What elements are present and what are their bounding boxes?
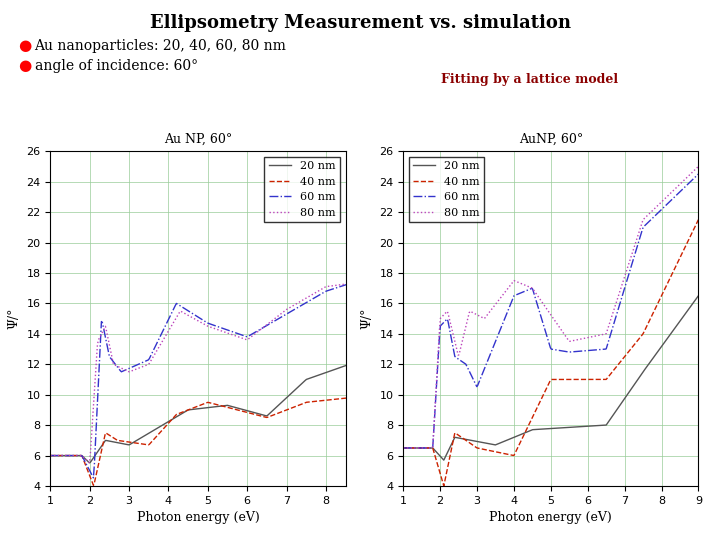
Title: Au NP, 60°: Au NP, 60° xyxy=(164,133,232,146)
Text: angle of incidence: 60°: angle of incidence: 60° xyxy=(35,59,198,73)
X-axis label: Photon energy (eV): Photon energy (eV) xyxy=(137,511,259,524)
Text: Au nanoparticles: 20, 40, 60, 80 nm: Au nanoparticles: 20, 40, 60, 80 nm xyxy=(35,39,287,53)
Y-axis label: Ψ/°: Ψ/° xyxy=(8,308,21,329)
Text: Fitting by a lattice model: Fitting by a lattice model xyxy=(441,73,618,86)
Text: ●: ● xyxy=(18,38,31,53)
Legend: 20 nm, 40 nm, 60 nm, 80 nm: 20 nm, 40 nm, 60 nm, 80 nm xyxy=(409,157,485,222)
Text: Ellipsometry Measurement vs. simulation: Ellipsometry Measurement vs. simulation xyxy=(150,14,570,31)
Text: ●: ● xyxy=(18,58,31,73)
X-axis label: Photon energy (eV): Photon energy (eV) xyxy=(490,511,612,524)
Title: AuNP, 60°: AuNP, 60° xyxy=(518,133,583,146)
Legend: 20 nm, 40 nm, 60 nm, 80 nm: 20 nm, 40 nm, 60 nm, 80 nm xyxy=(264,157,340,222)
Y-axis label: Ψ/°: Ψ/° xyxy=(361,308,374,329)
